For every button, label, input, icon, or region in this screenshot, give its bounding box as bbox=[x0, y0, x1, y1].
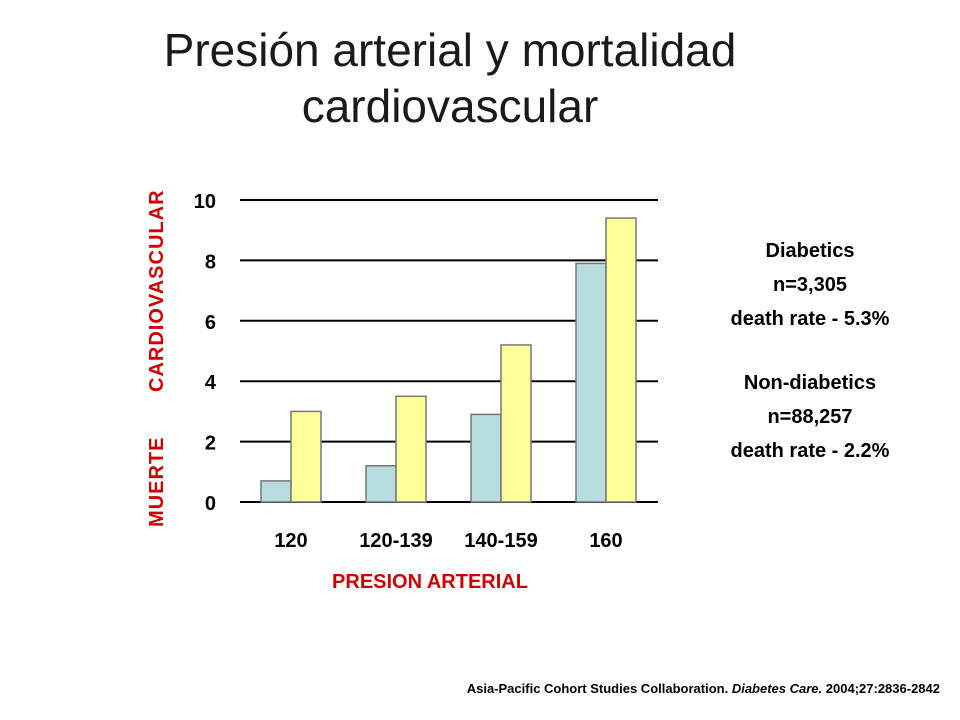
legend-diabetics-rate: death rate - 5.3% bbox=[730, 308, 890, 330]
y-tick-label: 8 bbox=[205, 251, 216, 273]
y-tick-label: 0 bbox=[205, 493, 216, 515]
x-tick-label: 120-139 bbox=[359, 530, 432, 552]
citation-journal: Diabetes Care. bbox=[731, 681, 823, 696]
legend-diabetics: Diabetics n=3,305 death rate - 5.3% bbox=[680, 234, 940, 336]
legend-non-diabetics: Non-diabetics n=88,257 death rate - 2.2% bbox=[680, 366, 940, 468]
legend-diabetics-name: Diabetics bbox=[765, 240, 855, 262]
y-tick-labels: 0 2 4 6 8 10 bbox=[194, 191, 217, 515]
citation: Asia-Pacific Cohort Studies Collaboratio… bbox=[467, 681, 940, 696]
bar-diabetics-120 bbox=[290, 410, 322, 503]
bar-diabetics-160 bbox=[605, 217, 637, 503]
bar-non-diabetics-140-159 bbox=[470, 413, 502, 503]
legend-diabetics-n: n=3,305 bbox=[773, 274, 847, 296]
legend-non-diabetics-rate: death rate - 2.2% bbox=[730, 440, 890, 462]
y-tick-label: 6 bbox=[205, 312, 216, 334]
x-tick-label: 160 bbox=[589, 530, 622, 552]
x-tick-labels: 120 120-139 140-159 160 bbox=[274, 530, 622, 552]
bar-non-diabetics-120 bbox=[260, 480, 292, 503]
y-axis-label-cardiovascular: CARDIOVASCULAR bbox=[146, 189, 168, 392]
x-axis-label: PRESION ARTERIAL bbox=[332, 571, 528, 593]
bars bbox=[260, 217, 637, 503]
legend-non-diabetics-n: n=88,257 bbox=[767, 406, 853, 428]
legend-non-diabetics-name: Non-diabetics bbox=[743, 372, 877, 394]
y-axis-label-muerte: MUERTE bbox=[146, 437, 168, 527]
y-tick-label: 2 bbox=[205, 433, 216, 455]
chart-title-line2: cardiovascular bbox=[301, 80, 599, 132]
x-tick-label: 140-159 bbox=[464, 530, 537, 552]
x-tick-label: 120 bbox=[274, 530, 307, 552]
chart-title-line1: Presión arterial y mortalidad bbox=[163, 24, 737, 76]
bar-non-diabetics-160 bbox=[575, 262, 607, 503]
bar-non-diabetics-120-139 bbox=[365, 465, 397, 503]
bar-diabetics-120-139 bbox=[395, 395, 427, 503]
bar-diabetics-140-159 bbox=[500, 344, 532, 503]
y-tick-label: 10 bbox=[194, 191, 216, 213]
chart-title: Presión arterial y mortalidad cardiovasc… bbox=[60, 22, 840, 134]
y-tick-label: 4 bbox=[205, 372, 217, 394]
citation-authors: Asia-Pacific Cohort Studies Collaboratio… bbox=[466, 681, 729, 696]
citation-ref: 2004;27:2836-2842 bbox=[825, 681, 940, 696]
